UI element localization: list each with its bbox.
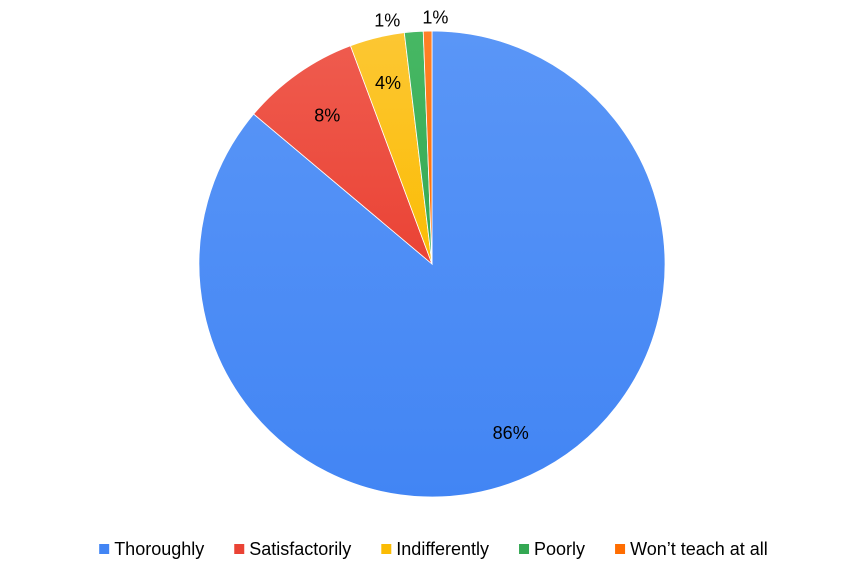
legend-label-poorly: Poorly <box>534 539 585 559</box>
legend-label-thoroughly: Thoroughly <box>114 539 204 559</box>
slice-label-thoroughly: 86% <box>493 423 529 443</box>
legend-label-wont-teach-at-all: Won’t teach at all <box>630 539 768 559</box>
legend-item-indifferently: Indifferently <box>381 539 489 559</box>
legend-item-wont-teach-at-all: Won’t teach at all <box>615 539 768 559</box>
slice-label-satisfactorily: 8% <box>314 106 340 126</box>
legend-swatch-satisfactorily <box>234 544 245 554</box>
legend-swatch-wont-teach-at-all <box>615 544 626 554</box>
slice-label-poorly: 1% <box>374 11 400 31</box>
legend-item-thoroughly: Thoroughly <box>99 539 204 559</box>
legend-swatch-poorly <box>519 544 530 554</box>
legend-label-indifferently: Indifferently <box>396 539 489 559</box>
pie-slice-wont-teach-at-all <box>422 30 433 265</box>
pie-slice-satisfactorily <box>253 45 433 266</box>
pie-slices <box>198 30 666 498</box>
pie-slice-labels: 86% 8% 4% 1% 1% <box>314 8 528 443</box>
legend-item-satisfactorily: Satisfactorily <box>234 539 351 559</box>
slice-label-indifferently: 4% <box>375 73 401 93</box>
legend-label-satisfactorily: Satisfactorily <box>249 539 351 559</box>
chart-legend: Thoroughly Satisfactorily Indifferently Poo… <box>99 539 768 559</box>
legend-swatch-indifferently <box>381 544 392 554</box>
legend-swatch-thoroughly <box>99 544 110 554</box>
slice-label-wont-teach-at-all: 1% <box>422 8 448 28</box>
legend-item-poorly: Poorly <box>519 539 585 559</box>
